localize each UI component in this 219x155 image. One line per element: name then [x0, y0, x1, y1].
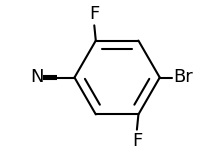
Text: Br: Br	[173, 69, 193, 86]
Text: F: F	[89, 5, 99, 23]
Text: N: N	[30, 69, 44, 86]
Text: F: F	[132, 132, 142, 150]
